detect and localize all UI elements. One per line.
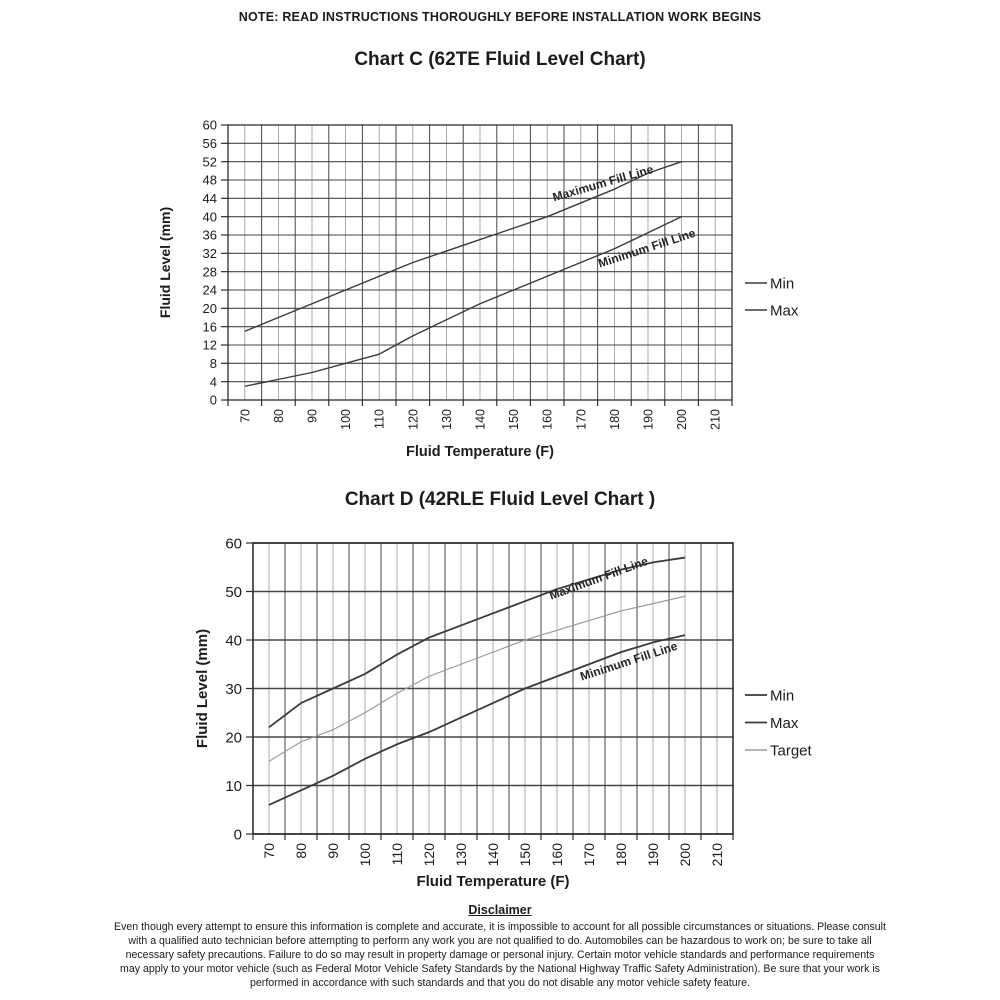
x-tick-label: 160 [549, 843, 565, 867]
legend-label-min: Min [770, 687, 794, 704]
y-tick-label: 40 [203, 209, 217, 224]
y-tick-label: 24 [203, 283, 217, 298]
y-tick-label: 50 [225, 584, 242, 601]
x-tick-label: 110 [373, 409, 387, 429]
y-tick-label: 0 [210, 393, 217, 408]
x-tick-label: 210 [709, 843, 725, 867]
y-tick-label: 52 [203, 154, 217, 169]
x-tick-label: 170 [581, 843, 597, 867]
y-tick-label: 44 [203, 191, 217, 206]
chart-d-title: Chart D (42RLE Fluid Level Chart ) [344, 489, 656, 510]
disclaimer-section: Disclaimer Even though every attempt to … [0, 903, 1000, 990]
series-line-target [268, 595, 686, 762]
plot-border [252, 542, 734, 835]
x-axis-title: Fluid Temperature (F) [416, 873, 569, 890]
x-tick-label: 210 [709, 409, 723, 430]
y-tick-label: 20 [225, 729, 242, 746]
y-tick-label: 36 [203, 228, 217, 243]
y-axis-title: Fluid Level (mm) [157, 207, 173, 318]
x-tick-label: 70 [238, 409, 252, 423]
x-tick-label: 140 [485, 843, 501, 867]
y-tick-label: 0 [234, 826, 242, 843]
series-line-min [244, 216, 682, 387]
y-tick-label: 16 [203, 319, 217, 334]
x-tick-label: 140 [474, 409, 488, 430]
y-tick-label: 40 [225, 632, 242, 649]
instruction-note: NOTE: READ INSTRUCTIONS THOROUGHLY BEFOR… [238, 10, 762, 24]
y-tick-label: 60 [203, 118, 217, 133]
y-tick-label: 60 [225, 535, 242, 552]
x-tick-label: 190 [645, 843, 661, 867]
y-tick-label: 10 [225, 778, 242, 795]
legend-label-target: Target [770, 742, 813, 759]
y-tick-label: 12 [203, 338, 217, 353]
series-line-max [244, 161, 682, 332]
y-tick-label: 56 [203, 136, 217, 151]
y-tick-label: 32 [203, 246, 217, 261]
x-tick-label: 200 [675, 409, 689, 430]
y-tick-label: 30 [225, 681, 242, 698]
disclaimer-body: Even though every attempt to ensure this… [114, 921, 886, 989]
y-tick-label: 8 [210, 356, 217, 371]
x-tick-label: 80 [293, 843, 309, 859]
x-tick-label: 70 [261, 843, 277, 859]
y-tick-label: 28 [203, 264, 217, 279]
x-tick-label: 190 [642, 409, 656, 430]
x-tick-label: 100 [357, 843, 373, 867]
x-tick-label: 120 [406, 409, 420, 430]
y-tick-label: 4 [210, 374, 217, 389]
x-tick-label: 110 [389, 843, 405, 866]
chart-c-title: Chart C (62TE Fluid Level Chart) [354, 49, 646, 70]
x-tick-label: 200 [677, 843, 693, 867]
x-tick-label: 100 [339, 409, 353, 430]
plot-border [227, 124, 733, 401]
x-tick-label: 80 [272, 409, 286, 423]
x-tick-label: 170 [574, 409, 588, 430]
legend-label-min: Min [770, 275, 794, 292]
x-tick-label: 90 [306, 409, 320, 423]
y-tick-label: 48 [203, 173, 217, 188]
series-line-max [268, 556, 686, 729]
x-tick-label: 120 [421, 843, 437, 867]
x-tick-label: 90 [325, 843, 341, 859]
legend-label-max: Max [770, 302, 799, 319]
disclaimer-heading: Disclaimer [468, 903, 532, 917]
x-tick-label: 150 [517, 843, 533, 867]
x-tick-label: 130 [440, 409, 454, 430]
chart-d-fluid-level-42rle: 0 10 20 30 40 50 60 70 80 90 100 110 120 130 140 150 160… [194, 535, 813, 890]
x-tick-label: 130 [453, 843, 469, 867]
legend-label-max: Max [770, 715, 799, 732]
x-axis-title: Fluid Temperature (F) [406, 444, 554, 460]
x-tick-label: 150 [507, 409, 521, 430]
y-tick-label: 20 [203, 301, 217, 316]
line-annotation-max: Maximum Fill Line [547, 554, 650, 603]
x-tick-label: 180 [608, 409, 622, 430]
x-tick-label: 180 [613, 843, 629, 867]
series-line-min [268, 634, 686, 806]
x-tick-label: 160 [541, 409, 555, 430]
y-axis-title: Fluid Level (mm) [194, 629, 211, 748]
line-annotation-min: Minimum Fill Line [578, 639, 679, 684]
